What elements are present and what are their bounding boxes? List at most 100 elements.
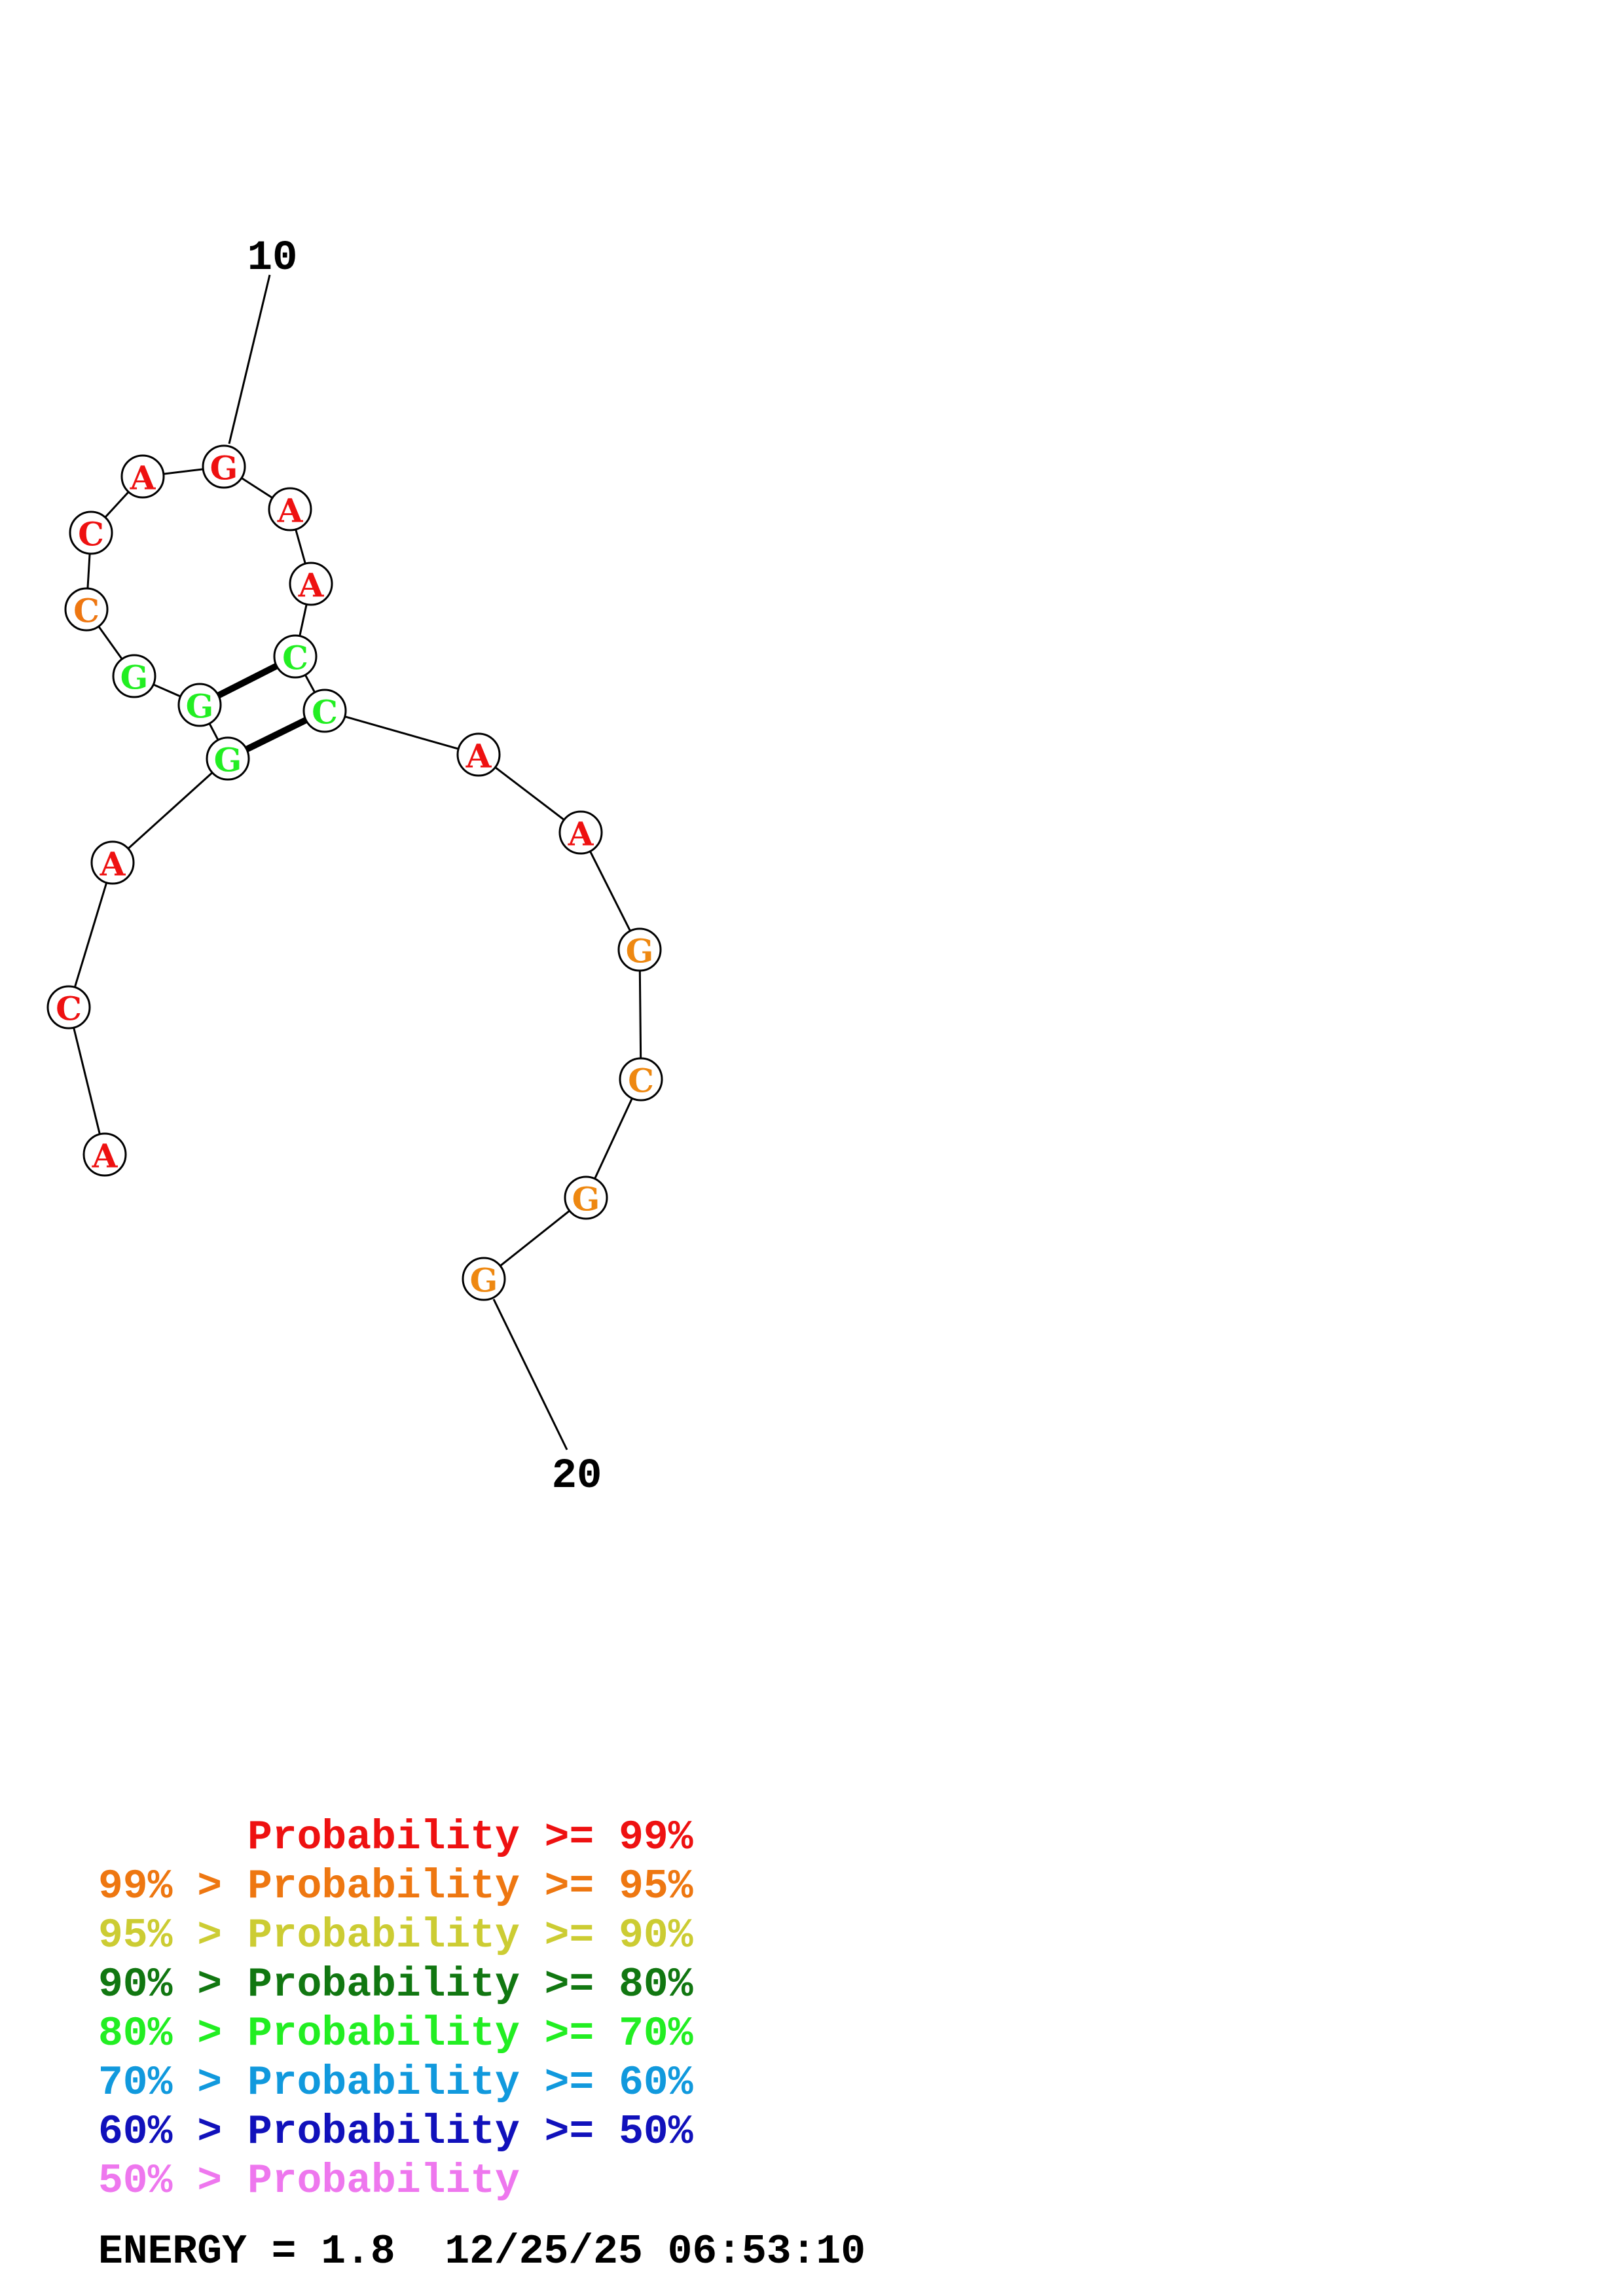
legend-prefix: 95% > <box>98 1912 247 1959</box>
legend-label: Probability >= 70% <box>247 2011 693 2057</box>
nucleotide-letter: A <box>130 459 156 497</box>
legend-prefix: 70% > <box>98 2060 247 2106</box>
nucleotide-letter: A <box>568 815 594 853</box>
nucleotide-letter: G <box>572 1180 600 1219</box>
probability-legend: Probability >= 99% 99% > Probability >= 9… <box>98 1813 693 2206</box>
legend-row: 50% > Probability <box>98 2157 693 2206</box>
nucleotide-letter: C <box>56 990 82 1028</box>
nucleotide-letter: A <box>277 492 304 530</box>
nucleotide: C <box>46 985 91 1030</box>
nucleotide-letter: G <box>214 741 242 780</box>
nucleotide: G <box>564 1175 608 1220</box>
nucleotide: C <box>69 511 113 555</box>
nucleotide: C <box>273 634 318 679</box>
nucleotide-circle <box>289 562 333 606</box>
nucleotide-circle <box>46 985 91 1030</box>
index-lines <box>228 274 568 1450</box>
nucleotide: G <box>202 444 246 489</box>
nucleotide-circle <box>268 487 312 531</box>
legend-prefix: 99% > <box>98 1863 247 1910</box>
nucleotide-letter: A <box>92 1137 119 1175</box>
legend-row: 99% > Probability >= 95% <box>98 1862 693 1911</box>
legend-prefix: 80% > <box>98 2011 247 2057</box>
nucleotide-letter: G <box>470 1261 498 1300</box>
nucleotide-circle <box>177 683 222 727</box>
index-labels: 10 20 <box>247 235 602 1500</box>
legend-row: 60% > Probability >= 50% <box>98 2108 693 2157</box>
base-pairs <box>217 663 308 753</box>
backbone <box>67 465 642 1280</box>
backbone-segment <box>111 757 229 864</box>
legend-label: Probability >= 99% <box>247 1814 693 1861</box>
nucleotide-circle <box>206 736 250 781</box>
nucleotide-letter: C <box>78 515 104 554</box>
legend-row: 95% > Probability >= 90% <box>98 1911 693 1960</box>
legend-label: Probability >= 50% <box>247 2109 693 2155</box>
legend-prefix: 50% > <box>98 2158 247 2204</box>
nucleotide-letter: G <box>186 687 214 726</box>
nucleotide: G <box>617 927 662 972</box>
nucleotide-letter: A <box>465 737 492 776</box>
nucleotide-circle <box>564 1175 608 1220</box>
nucleotide-circle <box>64 587 109 632</box>
footer: ENERGY = 1.8 12/25/25 06:53:10 <box>98 2229 866 2275</box>
nucleotide: A <box>289 562 333 606</box>
nucleotide-circle <box>619 1057 663 1102</box>
nucleotide: A <box>268 487 312 531</box>
nucleotide-circle <box>302 689 347 733</box>
base-pair-bond <box>245 717 308 753</box>
nucleotide: C <box>619 1057 663 1102</box>
nucleotide: A <box>90 840 135 885</box>
index-label-20: 20 <box>552 1453 602 1500</box>
backbone-segment <box>67 862 114 1008</box>
legend-label: Probability >= 80% <box>247 1962 693 2008</box>
nucleotide: G <box>177 683 222 727</box>
nucleotide-letter: G <box>210 449 238 488</box>
legend-label: Probability >= 95% <box>247 1863 693 1910</box>
nucleotide-circle <box>112 654 156 698</box>
legend-row: Probability >= 99% <box>98 1813 693 1862</box>
nucleotide-circle <box>90 840 135 885</box>
nucleotide: C <box>302 689 347 733</box>
nucleotide-letter: A <box>100 845 126 884</box>
nucleotide-circle <box>462 1257 506 1301</box>
legend-row: 90% > Probability >= 80% <box>98 1960 693 2009</box>
nucleotide-circle <box>456 732 501 777</box>
nucleotide-circle <box>617 927 662 972</box>
backbone-segment <box>67 1007 106 1155</box>
nucleotide: G <box>112 654 156 698</box>
base-pair-bond <box>217 663 278 698</box>
nucleotide: G <box>462 1257 506 1301</box>
legend-prefix: 60% > <box>98 2109 247 2155</box>
legend-label: Probability >= 90% <box>247 1912 693 1959</box>
nucleotide-circle <box>202 444 246 489</box>
nucleotide-letter: C <box>628 1062 654 1100</box>
nucleotide-letter: G <box>120 658 149 697</box>
backbone-segment <box>324 709 479 756</box>
nucleotide-circle <box>558 810 603 855</box>
nucleotide-circle <box>273 634 318 679</box>
nucleotide: G <box>206 736 250 781</box>
nucleotide-circle <box>82 1132 127 1177</box>
legend-row: 80% > Probability >= 70% <box>98 2009 693 2058</box>
nucleotide: A <box>456 732 501 777</box>
nucleotide-circle <box>69 511 113 555</box>
index-tick-line <box>492 1299 568 1450</box>
legend-row: 70% > Probability >= 60% <box>98 2058 693 2108</box>
nucleotide: A <box>120 454 165 499</box>
nucleotide-letter: A <box>298 566 325 605</box>
nucleotide-letter: C <box>282 639 308 677</box>
nucleotide: C <box>64 587 109 632</box>
nucleotide-letter: C <box>312 693 338 732</box>
index-tick-line <box>228 274 271 444</box>
legend-prefix: 90% > <box>98 1962 247 2008</box>
nucleotide: A <box>558 810 603 855</box>
index-label-10: 10 <box>247 235 298 282</box>
nucleotide-letter: C <box>73 592 100 630</box>
nucleotide-letter: G <box>626 932 654 971</box>
nucleotide: A <box>82 1132 127 1177</box>
energy-text: ENERGY = 1.8 <box>98 2229 395 2275</box>
legend-label: Probability >= 60% <box>247 2060 693 2106</box>
